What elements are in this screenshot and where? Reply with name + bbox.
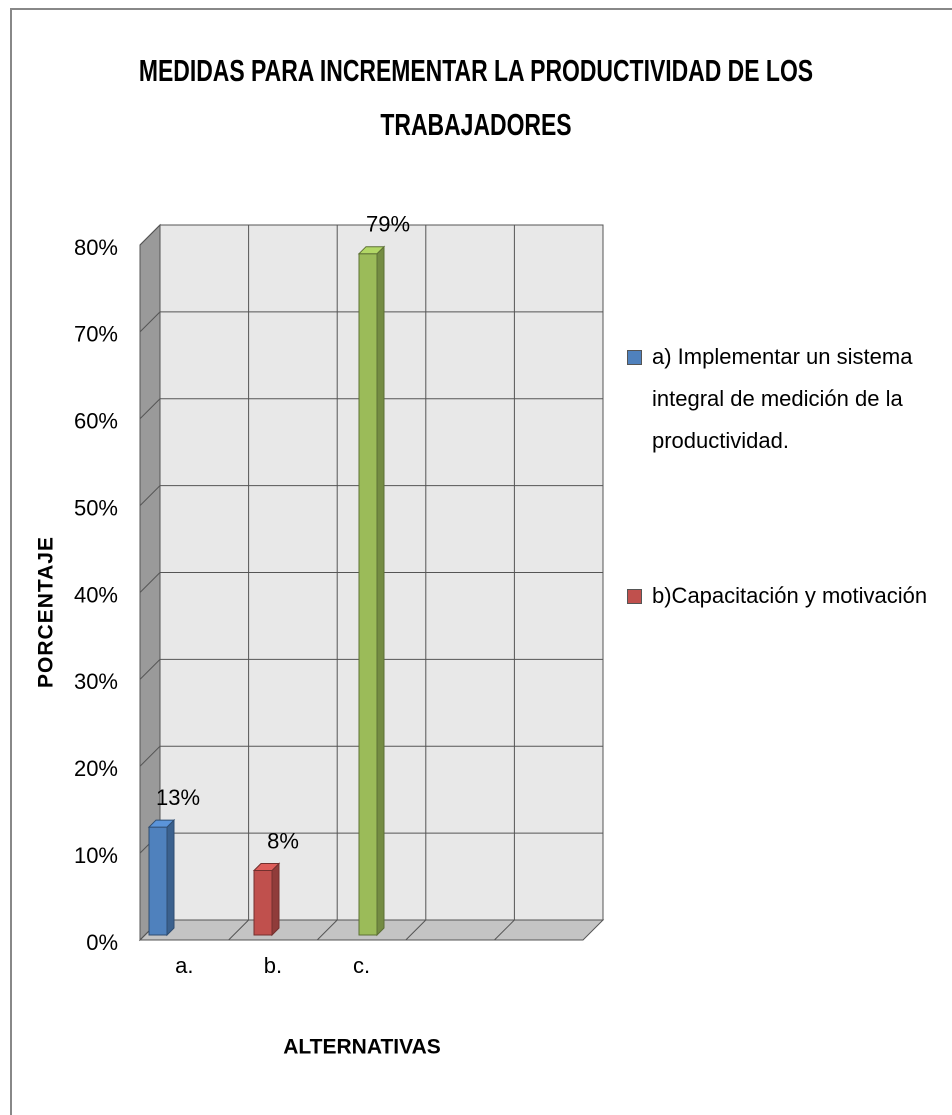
value-label: 79% xyxy=(366,212,410,237)
legend-label: b)Capacitación y motivación xyxy=(652,583,928,608)
bar-side xyxy=(376,245,385,937)
x-tick-label: b. xyxy=(264,953,282,978)
grid-line-side xyxy=(139,224,161,246)
y-axis-label: PORCENTAJE xyxy=(35,536,58,688)
y-tick-label: 40% xyxy=(74,582,118,607)
bar-side xyxy=(166,818,175,937)
x-axis-label: ALTERNATIVAS xyxy=(283,1036,441,1059)
y-tick-label: 10% xyxy=(74,843,118,868)
y-tick-label: 30% xyxy=(74,669,118,694)
y-tick-label: 80% xyxy=(74,235,118,260)
grid-line-side xyxy=(139,745,161,767)
y-tick-label: 70% xyxy=(74,322,118,347)
frame xyxy=(10,8,952,1115)
grid-line-side xyxy=(139,398,161,420)
grid-line-side xyxy=(139,485,161,506)
floor-divider xyxy=(405,919,427,941)
y-tick-label: 60% xyxy=(74,409,118,434)
x-tick-label: c. xyxy=(353,953,370,978)
legend-swatch xyxy=(627,350,642,365)
bar-front xyxy=(358,253,378,936)
bar-front xyxy=(253,870,273,936)
legend-swatch xyxy=(627,589,642,604)
value-label: 8% xyxy=(267,828,299,853)
floor-divider xyxy=(494,919,515,941)
legend-label: a) Implementar un sistema integral de me… xyxy=(652,344,913,453)
grid-line-side xyxy=(139,659,161,680)
y-tick-label: 20% xyxy=(74,756,118,781)
y-tick-label: 0% xyxy=(86,930,118,955)
grid-line-side xyxy=(139,572,161,593)
bar-side xyxy=(271,862,280,937)
bar-top xyxy=(147,819,176,828)
bar-top xyxy=(252,863,281,871)
bar-front xyxy=(148,826,168,936)
floor-divider xyxy=(316,919,338,941)
floor-divider xyxy=(228,919,249,941)
value-label: 13% xyxy=(156,785,200,810)
chart-title: MEDIDAS PARA INCREMENTAR LA PRODUCTIVIDA… xyxy=(138,53,814,142)
grid-line-side xyxy=(139,311,161,333)
y-tick-label: 50% xyxy=(74,495,118,520)
bar-top xyxy=(357,246,386,255)
x-tick-label: a. xyxy=(175,953,193,978)
